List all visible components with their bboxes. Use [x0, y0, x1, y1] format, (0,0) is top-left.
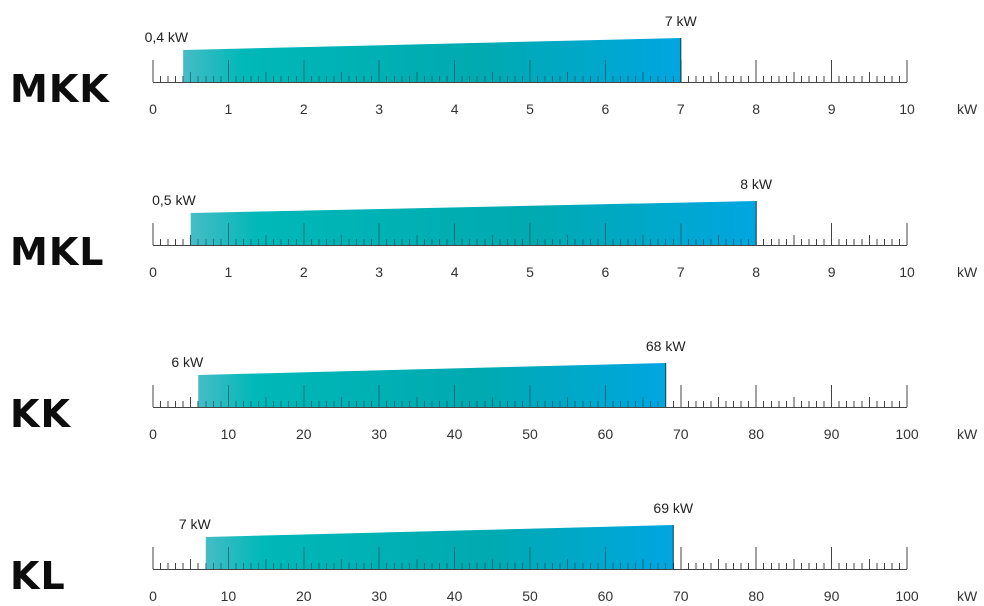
tick-label: 80: [748, 588, 764, 604]
tick-label: 70: [673, 426, 689, 442]
tick-label: 90: [824, 426, 840, 442]
tick-label: 2: [300, 264, 308, 280]
tick-label: 5: [526, 101, 534, 117]
tick-label: 9: [828, 101, 836, 117]
tick-label: 50: [522, 588, 538, 604]
range-row-mkl: MKL 0 1 2 3 4 5 6 7 8 9 10 kW 0,5 kW 8 kW: [10, 176, 978, 280]
tick-label: 0: [149, 426, 157, 442]
tick-label: 0: [149, 101, 157, 117]
tick-label: 20: [296, 588, 312, 604]
tick-label: 90: [824, 588, 840, 604]
tick-label: 3: [375, 264, 383, 280]
tick-label: 1: [225, 264, 233, 280]
tick-label: 60: [598, 588, 614, 604]
model-label: MKK: [10, 67, 110, 111]
tick-label: 6: [602, 264, 610, 280]
model-label: MKL: [10, 230, 104, 274]
unit-label: kW: [957, 101, 978, 117]
tick-label: 7: [677, 101, 685, 117]
min-power-label: 0,5 kW: [152, 192, 196, 208]
min-power-label: 7 kW: [179, 516, 212, 532]
range-bar: [205, 525, 674, 569]
tick-label: 7: [677, 264, 685, 280]
tick-label: 80: [748, 426, 764, 442]
tick-label: 20: [296, 426, 312, 442]
tick-label: 4: [451, 101, 459, 117]
max-power-label: 8 kW: [740, 176, 773, 192]
unit-label: kW: [957, 426, 978, 442]
range-row-kk: KK 0 10 20 30 40 50 60 70 80 90 100 kW 6 kW 68 kW: [10, 338, 978, 442]
tick-label: 6: [602, 101, 610, 117]
tick-label: 100: [895, 426, 919, 442]
tick-label: 3: [375, 101, 383, 117]
unit-label: kW: [957, 264, 978, 280]
tick-label: 9: [828, 264, 836, 280]
tick-label: 8: [752, 101, 760, 117]
tick-label: 5: [526, 264, 534, 280]
range-bar: [183, 38, 681, 82]
tick-label: 0: [149, 588, 157, 604]
tick-label: 2: [300, 101, 308, 117]
tick-label: 4: [451, 264, 459, 280]
tick-label: 8: [752, 264, 760, 280]
min-power-label: 0,4 kW: [145, 29, 189, 45]
tick-label: 60: [598, 426, 614, 442]
tick-label: 10: [221, 588, 237, 604]
range-row-kl: KL 0 10 20 30 40 50 60 70 80 90 100 kW 7 kW 69 kW: [10, 500, 978, 604]
max-power-label: 69 kW: [653, 500, 693, 516]
min-power-label: 6 kW: [171, 354, 204, 370]
range-bar: [198, 363, 666, 407]
max-power-label: 68 kW: [646, 338, 686, 354]
tick-label: 70: [673, 588, 689, 604]
max-power-label: 7 kW: [665, 13, 698, 29]
range-row-mkk: MKK 0 1 2 3 4 5 6 7 8 9 10 kW 0,4 kW 7 kW: [10, 13, 978, 117]
tick-label: 40: [447, 426, 463, 442]
tick-label: 10: [221, 426, 237, 442]
model-label: KL: [10, 554, 66, 598]
range-bar: [190, 201, 757, 245]
tick-label: 30: [371, 588, 387, 604]
tick-label: 1: [225, 101, 233, 117]
tick-label: 10: [899, 264, 915, 280]
model-label: KK: [10, 392, 71, 436]
tick-label: 10: [899, 101, 915, 117]
tick-label: 50: [522, 426, 538, 442]
tick-label: 0: [149, 264, 157, 280]
tick-label: 30: [371, 426, 387, 442]
unit-label: kW: [957, 588, 978, 604]
tick-label: 40: [447, 588, 463, 604]
tick-label: 100: [895, 588, 919, 604]
